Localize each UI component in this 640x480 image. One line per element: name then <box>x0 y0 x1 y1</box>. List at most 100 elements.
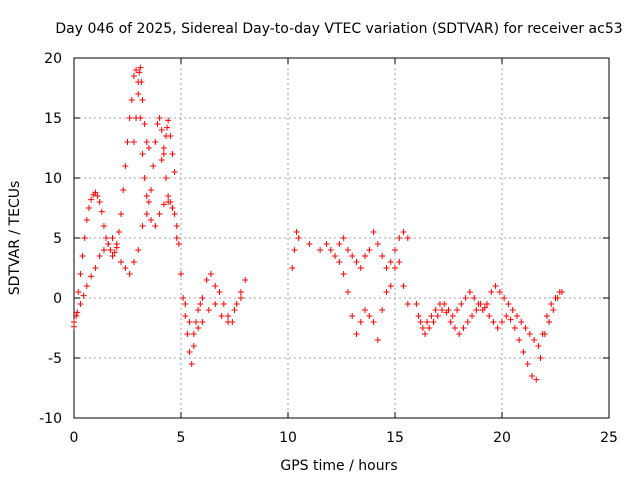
data-point <box>447 319 454 325</box>
data-point <box>115 229 122 235</box>
data-point <box>220 301 227 307</box>
data-point <box>165 117 172 124</box>
data-point <box>426 325 433 331</box>
data-point <box>419 325 426 331</box>
data-point <box>231 307 238 313</box>
data-point <box>432 307 439 313</box>
data-point <box>499 319 505 325</box>
y-axis-label: SDTVAR / TECUs <box>7 181 23 296</box>
data-point <box>205 307 212 313</box>
data-point <box>186 319 193 325</box>
data-point <box>141 175 148 181</box>
data-point <box>107 247 114 253</box>
data-points <box>71 64 565 383</box>
data-point <box>462 295 469 301</box>
data-point <box>374 337 381 343</box>
data-point <box>113 241 120 247</box>
data-point <box>383 265 390 271</box>
data-point <box>494 325 501 331</box>
data-point <box>336 259 343 265</box>
data-point <box>441 301 448 307</box>
data-point <box>340 235 347 241</box>
data-point <box>353 331 360 337</box>
data-point <box>96 253 103 259</box>
data-point <box>128 97 135 103</box>
chart-title: Day 046 of 2025, Sidereal Day-to-day VTE… <box>55 21 622 37</box>
data-point <box>103 235 110 241</box>
data-point <box>366 313 373 319</box>
data-point <box>289 265 296 271</box>
data-point <box>160 201 167 208</box>
data-point <box>85 205 92 211</box>
data-point <box>180 295 187 301</box>
data-point <box>370 319 377 325</box>
data-point <box>370 229 377 235</box>
data-point <box>171 169 178 175</box>
data-point <box>295 235 302 241</box>
data-point <box>135 91 142 97</box>
data-point <box>379 253 386 259</box>
data-point <box>77 271 84 277</box>
y-tick-label: 0 <box>53 291 62 307</box>
data-point <box>182 301 189 307</box>
data-point <box>400 229 407 235</box>
data-point <box>528 373 535 379</box>
data-point <box>118 211 125 217</box>
data-point <box>473 307 480 313</box>
data-point <box>111 249 118 256</box>
data-point <box>216 289 223 295</box>
data-point <box>225 313 232 319</box>
data-point <box>357 265 364 271</box>
data-point <box>488 289 495 295</box>
data-point <box>73 313 80 319</box>
data-point <box>135 247 142 253</box>
data-point <box>150 163 157 169</box>
data-point <box>139 223 146 229</box>
data-point <box>81 235 88 241</box>
data-point <box>148 217 155 223</box>
data-point <box>188 361 195 367</box>
data-point <box>192 319 199 325</box>
data-point <box>122 163 129 169</box>
data-point <box>145 145 152 151</box>
data-point <box>152 223 159 229</box>
data-point <box>349 313 356 319</box>
data-point <box>133 115 140 121</box>
data-point <box>404 235 411 241</box>
data-point <box>535 343 542 349</box>
data-point <box>122 265 129 271</box>
data-point <box>143 193 150 199</box>
data-point <box>383 289 390 295</box>
data-point <box>503 313 510 319</box>
data-point <box>475 301 482 307</box>
data-point <box>173 223 180 229</box>
data-point <box>100 247 107 253</box>
data-point <box>344 289 351 295</box>
data-point <box>332 253 339 259</box>
data-point <box>522 325 529 331</box>
data-point <box>466 289 473 295</box>
data-point <box>145 199 152 205</box>
data-point <box>237 295 244 301</box>
axis-ticks: 0 5 10 15 20 25 -10 -5 0 5 10 15 20 <box>39 51 618 446</box>
data-point <box>400 283 407 289</box>
data-point <box>349 253 356 259</box>
data-point <box>421 331 428 337</box>
x-tick-label: 25 <box>600 430 618 446</box>
data-point <box>75 289 82 295</box>
data-point <box>139 151 146 157</box>
data-point <box>109 253 116 259</box>
data-point <box>449 313 456 319</box>
data-point <box>496 289 503 295</box>
data-point <box>396 235 403 241</box>
data-point <box>439 307 446 313</box>
data-point <box>306 241 313 247</box>
data-point <box>158 127 165 133</box>
data-point <box>454 307 461 313</box>
data-point <box>74 309 81 316</box>
data-point <box>197 301 204 307</box>
data-point <box>182 313 189 319</box>
data-point <box>171 211 178 217</box>
data-point <box>293 229 300 235</box>
